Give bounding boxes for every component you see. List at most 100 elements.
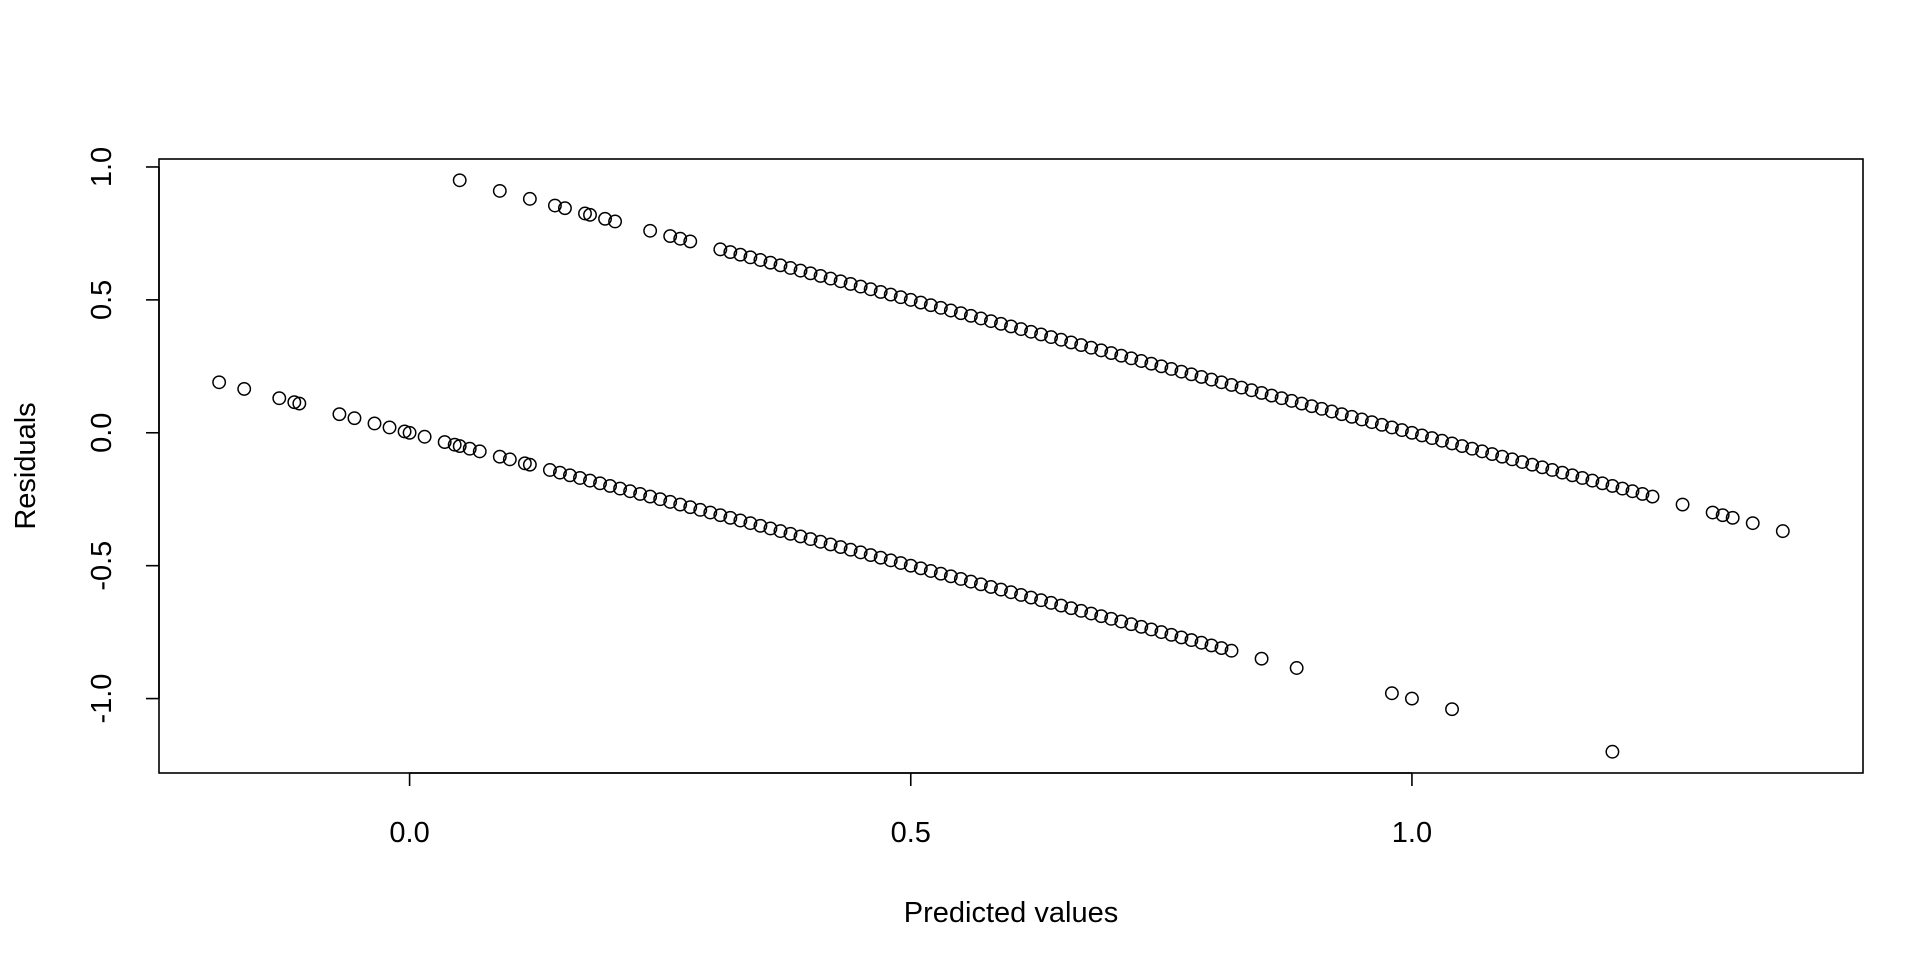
data-point [783,261,798,275]
data-point [963,574,978,589]
data-point [347,411,362,426]
data-point [1374,417,1389,432]
data-point [1294,396,1309,411]
data-point [773,524,788,539]
data-point [1715,508,1730,523]
data-point [522,457,537,472]
data-point [1164,627,1179,642]
data-point [973,311,988,326]
data-point [953,306,968,321]
y-tick-label: 0.0 [86,413,118,453]
data-point [1104,346,1119,360]
data-point [973,577,988,592]
data-point [833,274,848,289]
data-point [402,425,417,440]
data-point [1384,420,1399,435]
data-point [1224,377,1239,392]
data-point [1144,356,1159,371]
data-point [1475,444,1490,459]
data-point [1044,330,1059,345]
data-point [933,300,948,315]
data-point [1054,598,1069,613]
data-point [793,529,808,544]
data-point [583,473,597,488]
data-point [653,492,668,507]
data-point [663,229,678,244]
x-tick-label: 0.5 [891,817,931,849]
data-point [843,276,858,291]
data-point [823,271,838,286]
y-tick-label: -1.0 [86,674,118,724]
data-point [943,569,958,584]
data-point [417,429,432,444]
data-point [1214,375,1229,390]
data-point [1204,638,1219,653]
data-point [1084,340,1099,355]
data-point [1314,401,1329,416]
data-point [237,381,252,396]
data-point [1289,661,1304,675]
data-point [743,250,758,265]
data-point [1445,702,1459,717]
data-point [1705,505,1720,520]
data-point [813,269,828,283]
data-point [492,449,507,464]
data-point [558,201,572,216]
data-point [923,298,938,313]
data-point [933,566,948,581]
data-point [823,537,838,552]
data-point [1425,431,1439,446]
data-point [1144,622,1159,637]
data-point [608,214,623,229]
data-point [994,316,1008,331]
data-point [1495,449,1510,464]
data-point [863,282,878,297]
data-point [1675,497,1690,512]
data-point [963,308,978,323]
data-point [713,242,728,257]
data-point [1585,473,1600,488]
data-point [437,435,452,450]
data-point [1044,595,1059,610]
data-point [1645,489,1660,504]
data-point [1114,348,1129,363]
data-point [633,486,648,501]
data-point [1404,691,1419,706]
data-point [663,494,678,509]
data-point [1354,412,1369,427]
x-axis: 0.0 0.5 1.0 [389,772,1432,849]
data-point [1415,428,1429,443]
data-point [472,444,487,459]
data-point [1014,587,1028,602]
data-point [1605,744,1620,759]
data-point [733,247,748,262]
data-point [1485,447,1500,461]
data-point [753,518,768,533]
data-point [332,407,347,422]
data-point [1625,484,1640,499]
data-point [573,471,587,485]
data-point [673,497,688,512]
data-point [984,579,998,594]
y-axis: -1.0 -0.5 0.0 0.5 1.0 [86,147,160,724]
data-point [1545,463,1560,477]
data-point [1635,486,1650,501]
data-point [292,396,307,411]
data-point [603,478,618,493]
data-point [1324,404,1339,419]
data-point [723,510,738,525]
data-point [522,191,537,206]
data-point [1054,332,1069,347]
data-point [1364,415,1379,430]
data-point [893,290,908,305]
data-point [1024,590,1038,605]
data-point [1605,478,1620,493]
data-point [1154,625,1169,640]
data-point [1465,441,1480,456]
data-point [1515,455,1530,469]
data-point [1344,409,1359,424]
data-point [462,441,477,456]
data-point [773,258,788,273]
data-point [1565,468,1580,483]
